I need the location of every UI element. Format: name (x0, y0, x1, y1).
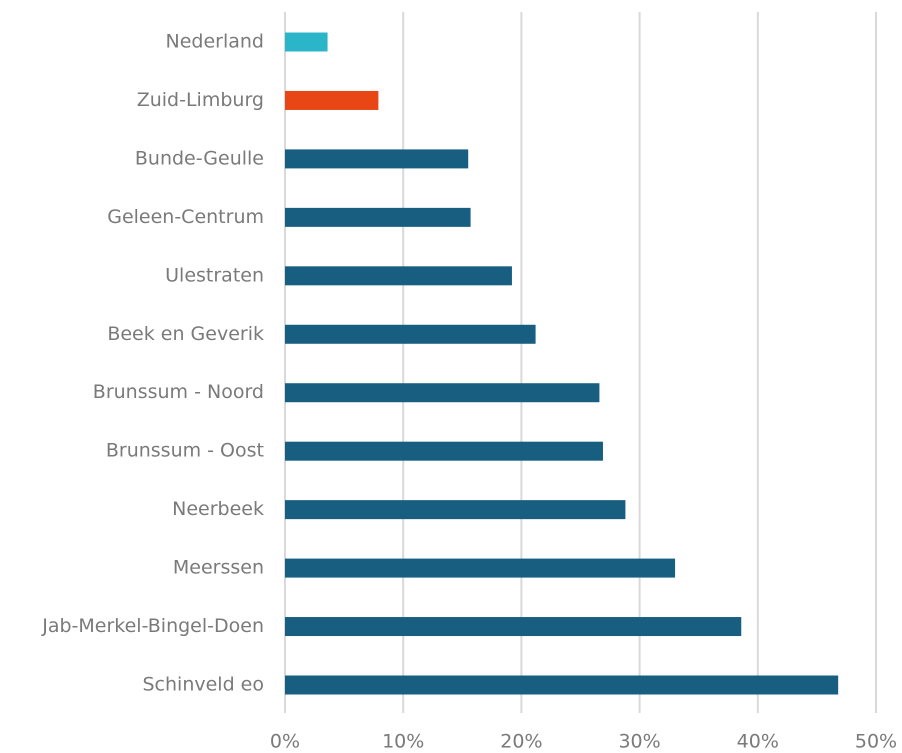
y-tick-label: Jab-Merkel-Bingel-Doen (41, 615, 264, 637)
bar (285, 324, 536, 344)
x-tick-label: 40% (737, 731, 779, 753)
x-tick-label: 0% (270, 731, 300, 753)
bar (285, 149, 469, 169)
bar (285, 90, 379, 110)
bar (285, 383, 600, 403)
bar (285, 558, 676, 578)
bar (285, 500, 626, 520)
x-tick-label: 20% (500, 731, 542, 753)
bar (285, 207, 471, 227)
bar (285, 266, 512, 286)
x-tick-label: 50% (855, 731, 897, 753)
y-tick-label: Bunde-Geulle (135, 147, 264, 169)
y-tick-label: Beek en Geverik (107, 323, 264, 345)
bar (285, 32, 328, 52)
y-tick-label: Nederland (166, 31, 265, 53)
bar (285, 441, 603, 461)
y-tick-label: Schinveld eo (143, 674, 265, 696)
y-tick-label: Neerbeek (172, 498, 264, 520)
bar (285, 617, 742, 637)
bar (285, 675, 839, 695)
y-tick-label: Geleen-Centrum (107, 206, 264, 228)
x-tick-label: 30% (618, 731, 660, 753)
y-tick-label: Brunssum - Noord (93, 381, 264, 403)
x-tick-label: 10% (382, 731, 424, 753)
y-tick-label: Meerssen (173, 557, 264, 579)
y-tick-label: Zuid-Limburg (137, 89, 264, 111)
y-tick-label: Brunssum - Oost (106, 440, 264, 462)
y-tick-label: Ulestraten (165, 264, 264, 286)
